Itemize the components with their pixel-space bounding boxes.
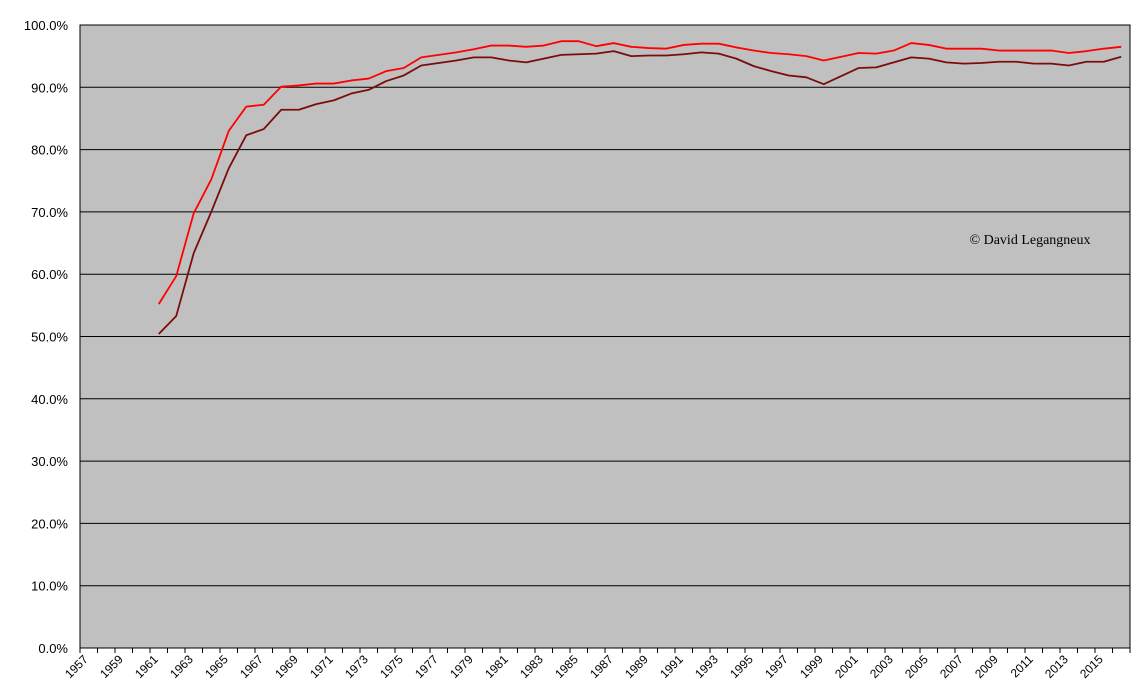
x-tick-label: 1967 [237,652,266,681]
x-tick-label: 1997 [762,652,791,681]
x-tick-label: 1999 [797,652,826,681]
y-tick-label: 40.0% [31,392,68,407]
y-tick-label: 30.0% [31,454,68,469]
x-tick-label: 2011 [1008,652,1036,680]
x-tick-label: 2007 [937,652,966,681]
x-tick-label: 1973 [342,652,371,681]
y-tick-label: 20.0% [31,516,68,531]
x-tick-label: 1979 [447,652,476,681]
x-tick-label: 2001 [832,652,861,681]
x-tick-label: 1963 [167,652,196,681]
y-tick-label: 50.0% [31,330,68,345]
x-tick-label: 1995 [727,652,756,681]
x-tick-label: 1991 [657,652,686,681]
y-tick-label: 90.0% [31,80,68,95]
x-tick-label: 1989 [622,652,651,681]
series-line [157,40,1122,305]
x-tick-label: 1957 [62,652,91,681]
x-tick-label: 1965 [202,652,231,681]
x-tick-label: 1987 [587,652,616,681]
y-tick-label: 60.0% [31,267,68,282]
x-tick-label: 1969 [272,652,301,681]
x-tick-label: 2015 [1077,652,1106,681]
x-tick-label: 1959 [97,652,126,681]
x-tick-label: 1971 [307,652,336,681]
x-tick-label: 1977 [412,652,441,681]
x-tick-label: 1961 [132,652,161,681]
x-tick-label: 1975 [377,652,406,681]
x-tick-label: 2009 [972,652,1001,681]
x-tick-label: 2005 [902,652,931,681]
x-tick-label: 1983 [517,652,546,681]
x-tick-label: 1993 [692,652,721,681]
x-tick-label: 2013 [1042,652,1071,681]
annotation: © David Legangneux [969,233,1090,248]
y-tick-label: 0.0% [38,641,68,656]
x-tick-label: 1981 [482,652,511,681]
x-tick-label: 1985 [552,652,581,681]
y-tick-label: 10.0% [31,579,68,594]
y-tick-label: 100.0% [24,18,69,33]
series-line [158,50,1122,335]
y-tick-label: 80.0% [31,143,68,158]
x-tick-label: 2003 [867,652,896,681]
y-tick-label: 70.0% [31,205,68,220]
